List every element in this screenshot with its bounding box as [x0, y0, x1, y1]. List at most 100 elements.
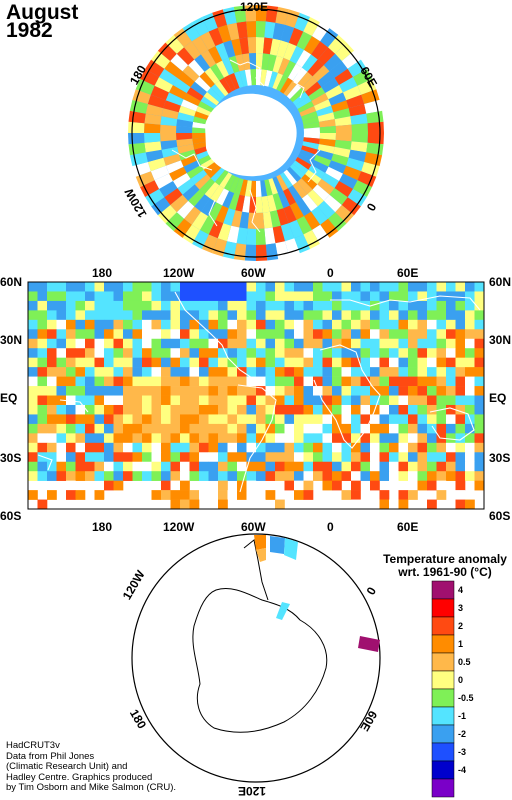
world-cell — [313, 329, 323, 340]
world-cell — [313, 404, 323, 415]
north-polar-cell — [163, 100, 181, 113]
legend-swatch — [431, 724, 455, 744]
north-polar-cell — [277, 191, 290, 209]
world-cell — [465, 433, 475, 444]
world-cell — [265, 433, 276, 444]
world-cell — [294, 291, 304, 302]
world-cell — [208, 461, 219, 472]
world-cell — [427, 310, 437, 321]
north-polar-cell — [264, 179, 273, 196]
world-cell — [474, 329, 485, 340]
world-cell — [161, 329, 171, 340]
world-cell — [161, 300, 171, 311]
world-cell — [408, 376, 418, 387]
world-cell — [455, 404, 466, 415]
world-cell — [37, 452, 48, 463]
world-cell — [246, 414, 257, 425]
north-polar-cell — [299, 106, 317, 117]
world-cell — [66, 357, 76, 368]
world-cell — [389, 338, 399, 349]
north-polar-cell — [319, 119, 336, 128]
title-month: August — [6, 1, 79, 24]
world-cell — [189, 442, 200, 453]
credit-line3: (Climatic Research Unit) and — [6, 761, 128, 772]
world-cell — [199, 357, 209, 368]
world-cell — [417, 291, 428, 302]
world-cell — [66, 329, 76, 340]
world-cell — [132, 357, 143, 368]
world-cell — [284, 404, 295, 415]
world-cell — [142, 300, 152, 311]
world-cell — [322, 376, 333, 387]
world-cell — [85, 300, 95, 311]
world-cell — [151, 338, 162, 349]
north-polar-cell — [228, 55, 240, 73]
world-cell — [227, 423, 238, 434]
world-cell — [237, 433, 247, 444]
world-cell — [332, 376, 342, 387]
north-polar-cell — [308, 87, 326, 101]
world-cell — [370, 329, 380, 340]
north-polar-cell — [286, 84, 302, 100]
world-cell — [47, 442, 57, 453]
world-cell — [189, 300, 200, 311]
north-polar-cell — [272, 225, 285, 244]
north-polar-label-120e: 120E — [240, 0, 269, 14]
world-cell — [75, 300, 86, 311]
north-polar-cell — [329, 61, 348, 78]
world-cell — [37, 386, 48, 396]
world-cell — [85, 442, 95, 453]
world-cell — [313, 310, 323, 321]
world-cell — [142, 291, 152, 302]
world-cell — [379, 329, 390, 340]
north-polar-cell — [183, 160, 201, 173]
world-cell — [66, 490, 76, 500]
world-cell — [303, 461, 314, 472]
world-cell — [113, 319, 124, 330]
world-cell — [417, 433, 428, 444]
world-cell — [170, 471, 181, 481]
world-cell — [455, 357, 466, 368]
world-cell — [351, 499, 361, 510]
world-cell — [37, 282, 48, 292]
world-cell — [94, 338, 105, 349]
world-cell — [142, 282, 152, 292]
north-polar-cell — [294, 12, 311, 32]
world-cell — [151, 404, 162, 415]
world-cell — [284, 395, 295, 406]
north-polar-cell — [277, 57, 290, 75]
north-polar-cell — [263, 211, 273, 229]
world-cell — [123, 319, 133, 330]
world-cell — [360, 282, 371, 292]
world-cell — [94, 423, 105, 434]
north-polar-cell — [210, 166, 226, 182]
world-cell — [180, 329, 190, 340]
north-polar-cell — [182, 224, 200, 244]
world-cell — [237, 338, 247, 349]
world-cell — [47, 348, 57, 358]
world-cell — [389, 499, 399, 510]
world-cell — [132, 414, 143, 425]
north-polar-cell — [144, 123, 161, 133]
legend-swatch — [431, 652, 455, 672]
world-cell — [237, 490, 247, 500]
world-cell — [132, 300, 143, 311]
world-cell — [379, 433, 390, 444]
world-cell — [275, 471, 285, 481]
world-cell — [132, 442, 143, 453]
world-cell — [436, 471, 447, 481]
world-cell — [389, 386, 399, 396]
north-polar-cell — [154, 77, 173, 93]
world-cell — [85, 433, 95, 444]
world-cell — [246, 490, 257, 500]
world-cell — [455, 414, 466, 425]
world-cell — [189, 291, 200, 302]
north-polar-coastlines — [171, 59, 321, 233]
world-cell — [208, 395, 219, 406]
world-cell — [37, 433, 48, 444]
north-polar-cell — [216, 188, 229, 206]
world-cell — [132, 319, 143, 330]
world-cell — [294, 282, 304, 292]
world-cell — [436, 329, 447, 340]
north-polar-cell — [227, 22, 240, 41]
